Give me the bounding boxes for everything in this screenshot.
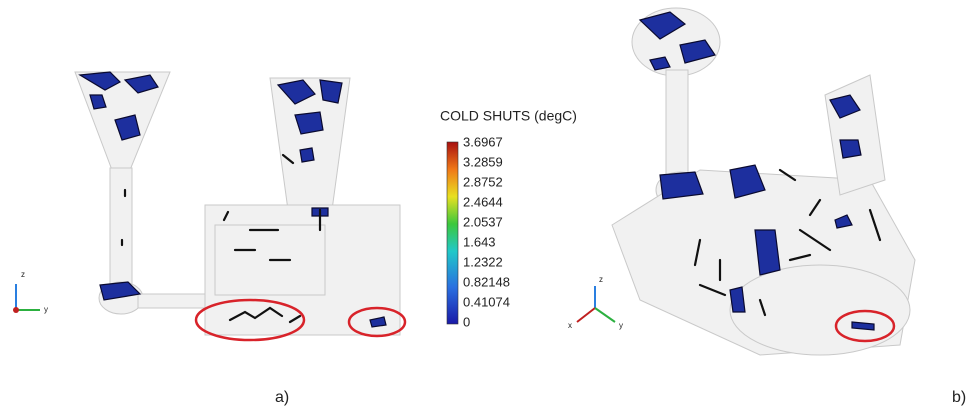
casting-b xyxy=(577,8,915,355)
figure: COLD SHUTS (degC) a) b) z y z x y 3.6967… xyxy=(0,0,973,412)
axis-label: y xyxy=(44,305,48,314)
legend-label: 0 xyxy=(463,314,470,329)
axis-label: x xyxy=(568,321,572,330)
colorbar xyxy=(447,142,458,324)
panel-label: a) xyxy=(275,389,289,406)
legend-label: 2.0537 xyxy=(463,214,503,229)
casting-a xyxy=(13,72,405,340)
axis-label: z xyxy=(599,275,603,284)
legend-label: 0.82148 xyxy=(463,274,510,289)
axis-label: z xyxy=(21,270,25,279)
legend-label: 3.2859 xyxy=(463,154,503,169)
legend-label: 0.41074 xyxy=(463,294,510,309)
axis-label: y xyxy=(619,321,623,330)
legend-label: 2.4644 xyxy=(463,194,503,209)
legend-label: 1.643 xyxy=(463,234,496,249)
legend-label: 1.2322 xyxy=(463,254,503,269)
panel-label: b) xyxy=(952,389,966,406)
legend-title: COLD SHUTS (degC) xyxy=(440,108,577,124)
legend-label: 3.6967 xyxy=(463,134,503,149)
legend-label: 2.8752 xyxy=(463,174,503,189)
